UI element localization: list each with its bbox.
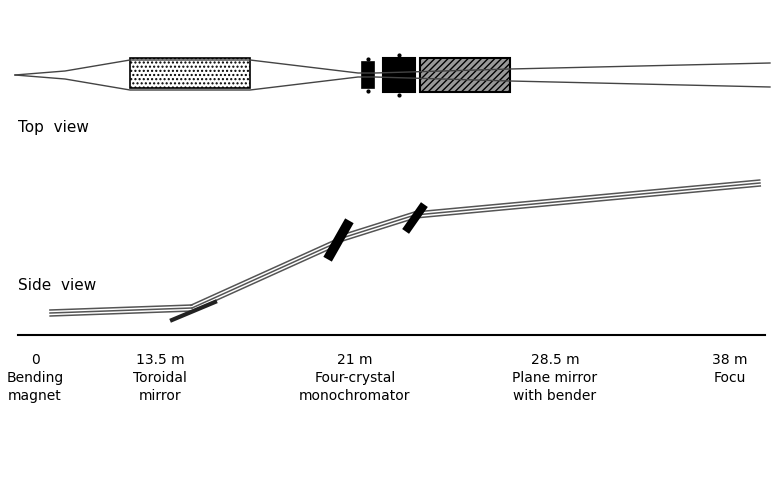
Text: Four-crystal: Four-crystal: [314, 371, 396, 385]
Text: 0: 0: [30, 353, 39, 367]
Text: Toroidal: Toroidal: [133, 371, 187, 385]
Text: Bending: Bending: [6, 371, 63, 385]
Text: 28.5 m: 28.5 m: [531, 353, 579, 367]
Text: with bender: with bender: [514, 389, 597, 403]
Text: Side  view: Side view: [18, 278, 96, 293]
Text: mirror: mirror: [138, 389, 181, 403]
Bar: [383, 58, 415, 92]
Text: 38 m: 38 m: [712, 353, 748, 367]
Text: 21 m: 21 m: [337, 353, 373, 367]
Text: Plane mirror: Plane mirror: [512, 371, 597, 385]
Bar: [362, 62, 374, 88]
Text: magnet: magnet: [8, 389, 62, 403]
Text: monochromator: monochromator: [300, 389, 411, 403]
Text: Top  view: Top view: [18, 120, 89, 135]
Bar: [420, 58, 510, 92]
Bar: [130, 58, 250, 88]
Text: 13.5 m: 13.5 m: [136, 353, 185, 367]
Text: Focu: Focu: [714, 371, 746, 385]
